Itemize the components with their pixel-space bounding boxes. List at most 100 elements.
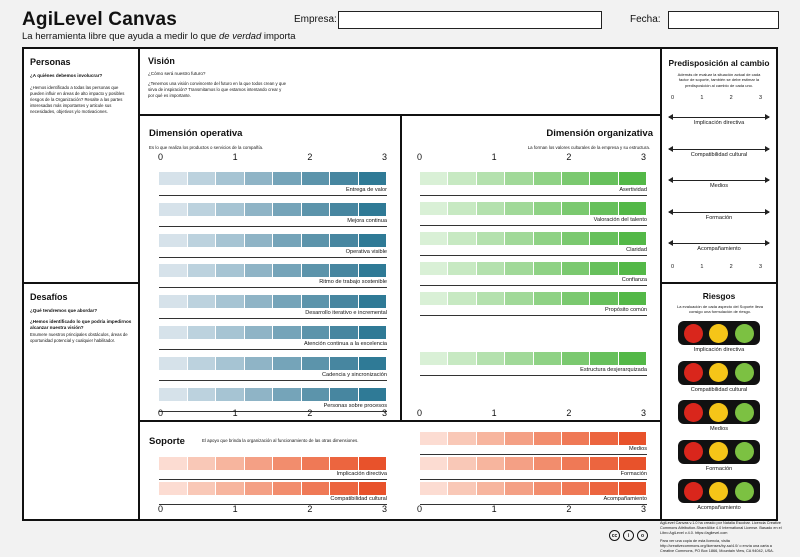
operativa-row-4-seg-3 [244,295,272,309]
license-text-2: Para ver una copia de esta licencia, vis… [660,539,774,554]
operativa-row-2-seg-2 [216,233,244,247]
operativa-row-0-seg-3 [244,172,272,185]
organizativa-row-1[interactable] [420,202,647,215]
operativa-row-0-seg-7 [358,172,386,185]
operativa-row-5-seg-7 [358,326,386,339]
traffic-light-3-yellow-lamp[interactable] [709,442,729,461]
organizativa-row-3-seg-7 [618,262,646,275]
license-text: AgiLevel Canvas v.1.0 ha creado por Nata… [660,521,782,536]
riesgo-label-4: Acompañamiento [697,505,741,511]
operativa-top-tick-0: 0 [158,152,164,162]
traffic-light-1-yellow-lamp[interactable] [709,363,729,382]
traffic-light-2-yellow-lamp[interactable] [709,402,729,422]
riesgos-title: Riesgos [702,291,736,301]
soporte-left-row-1-seg-6 [330,482,358,495]
operativa-row-3-seg-5 [301,264,329,278]
operativa-row-4[interactable] [159,295,387,309]
operativa-row-2[interactable] [159,233,387,247]
operativa-row-5-seg-5 [301,326,329,339]
vision-panel[interactable]: Visión ¿Cómo será nuestro futuro? ¿Tenem… [138,47,662,116]
predisposicion-arrow-4[interactable] [668,240,770,246]
traffic-light-0-red-lamp[interactable] [684,323,704,343]
traffic-light-1-red-lamp[interactable] [684,363,704,382]
traffic-light-3-green-lamp[interactable] [734,442,754,461]
operativa-row-2-label: Operativa visible [345,248,387,255]
fecha-field[interactable] [668,11,779,29]
traffic-light-3[interactable] [678,439,760,464]
traffic-light-1-green-lamp[interactable] [734,363,754,382]
organizativa-row-4-seg-5 [561,292,590,305]
traffic-light-4-red-lamp[interactable] [684,481,704,501]
traffic-light-1[interactable] [678,360,760,385]
operativa-row-6[interactable] [159,356,387,370]
operativa-row-7-seg-2 [216,387,244,401]
traffic-light-0-yellow-lamp[interactable] [709,323,729,343]
predisposicion-label-0: Implicación directiva [693,120,745,126]
organizativa-row-5-seg-6 [590,352,618,365]
predisposicion-arrow-2[interactable] [668,177,770,183]
soporte-right-row-1-label: Formación [620,471,647,477]
traffic-light-0-green-lamp[interactable] [734,323,754,343]
traffic-light-2-red-lamp[interactable] [684,402,704,422]
soporte-right-row-0[interactable] [420,432,647,445]
operativa-row-6-seg-4 [273,356,301,370]
traffic-light-0[interactable] [678,321,760,345]
operativa-top-tick-1: 1 [232,152,238,162]
operativa-row-7-seg-1 [187,387,215,401]
soporte-left-row-1-underline [159,504,387,505]
operativa-row-5-underline [159,349,387,350]
organizativa-row-3[interactable] [420,262,647,275]
operativa-row-4-seg-4 [273,295,301,309]
soporte-right-row-2-label: Acompañamiento [603,496,647,502]
organizativa-row-2[interactable] [420,232,647,245]
organizativa-row-0-seg-1 [448,172,476,185]
predisposicion-arrow-1[interactable] [668,145,770,152]
operativa-row-5[interactable] [159,326,387,339]
traffic-light-4-green-lamp[interactable] [734,481,754,501]
operativa-bottom-tick-2: 2 [307,408,313,418]
soporte-right-row-2-seg-5 [561,482,590,495]
organizativa-row-0[interactable] [420,172,647,185]
organizativa-panel: Dimensión organizativa La forman los val… [400,114,662,422]
operativa-row-3[interactable] [159,264,387,278]
soporte-right-row-0-label: Medios [628,446,647,452]
vision-question: ¿Cómo será nuestro futuro? [148,71,206,76]
traffic-light-4-yellow-lamp[interactable] [709,481,729,501]
organizativa-row-4[interactable] [420,292,647,305]
desafios-q2: ¿Hemos identificado lo que podría impedi… [30,319,132,331]
organizativa-bottom-tick-2: 2 [566,408,572,418]
operativa-row-7[interactable] [159,387,387,401]
organizativa-row-2-label: Claridad [626,247,647,253]
predisposicion-label-3: Formación [705,214,733,221]
soporte-left-row-0[interactable] [159,457,387,470]
soporte-right-row-2-seg-3 [505,482,533,495]
soporte-left-row-0-seg-2 [216,457,244,470]
operativa-row-4-seg-5 [301,295,329,309]
predisposicion-arrow-3[interactable] [668,208,770,215]
predisposicion-arrow-0[interactable] [668,114,770,120]
organizativa-row-3-underline [420,285,647,286]
operativa-row-4-underline [159,318,387,320]
soporte-right-row-1[interactable] [420,457,647,470]
desafios-panel[interactable]: Desafíos ¿Qué tendremos que abordar? ¿He… [22,282,140,521]
organizativa-row-5[interactable] [420,352,647,365]
organizativa-row-3-seg-1 [448,262,476,275]
organizativa-row-0-seg-4 [533,172,561,185]
personas-panel[interactable]: Personas ¿A quiénes debemos involucrar? … [22,47,140,284]
soporte-left-row-1[interactable] [159,482,387,495]
traffic-light-2[interactable] [678,400,760,424]
traffic-light-2-green-lamp[interactable] [734,402,754,422]
operativa-row-0[interactable] [159,172,387,185]
empresa-label: Empresa: [294,14,337,25]
soporte-right-row-0-underline [420,454,647,455]
predisposicion-label-1: Compatibilidad cultural [690,151,748,158]
operativa-row-1[interactable] [159,202,387,216]
operativa-row-2-seg-3 [244,233,272,247]
operativa-row-6-seg-0 [159,356,187,370]
traffic-light-4[interactable] [678,479,760,503]
traffic-light-3-red-lamp[interactable] [684,442,704,461]
operativa-top-tick-2: 2 [307,152,313,162]
empresa-field[interactable] [338,11,602,29]
soporte-right-row-2[interactable] [420,482,647,495]
soporte-left-row-0-seg-0 [159,457,187,470]
